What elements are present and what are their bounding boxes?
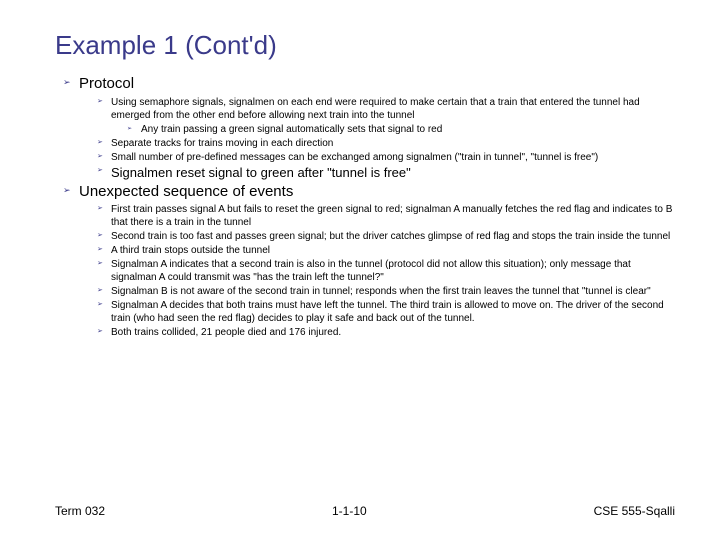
list-item-text: Small number of pre-defined messages can… [111, 151, 598, 164]
list-item-text: Signalmen reset signal to green after "t… [111, 165, 411, 182]
slide-title: Example 1 (Cont'd) [55, 30, 675, 61]
section-label: Unexpected sequence of events [79, 183, 293, 202]
bullet-icon: ➢ [97, 203, 111, 216]
list-item: ➢Signalman B is not aware of the second … [97, 285, 675, 298]
bullet-icon: ➢ [127, 123, 141, 135]
list-item-text: Both trains collided, 21 people died and… [111, 326, 341, 339]
footer-center: 1-1-10 [332, 504, 367, 518]
section-heading: ➢Protocol [63, 75, 675, 94]
footer-right: CSE 555-Sqalli [594, 504, 675, 518]
list-item-text: Signalman A indicates that a second trai… [111, 258, 675, 284]
bullet-icon: ➢ [97, 165, 111, 178]
list-item: ➢Small number of pre-defined messages ca… [97, 151, 675, 164]
bullet-icon: ➢ [97, 299, 111, 312]
list-item-text: Signalman B is not aware of the second t… [111, 285, 651, 298]
list-item: ➢Signalman A decides that both trains mu… [97, 299, 675, 325]
list-item-text: Separate tracks for trains moving in eac… [111, 137, 333, 150]
list-item-text: Second train is too fast and passes gree… [111, 230, 670, 243]
bullet-icon: ➢ [97, 151, 111, 164]
bullet-icon: ➢ [97, 230, 111, 243]
list-item: ➢Signalmen reset signal to green after "… [97, 165, 675, 182]
bullet-icon: ➢ [97, 258, 111, 271]
slide-content: ➢Protocol➢Using semaphore signals, signa… [55, 75, 675, 339]
list-item: ➢A third train stops outside the tunnel [97, 244, 675, 257]
list-item-text: First train passes signal A but fails to… [111, 203, 675, 229]
bullet-icon: ➢ [97, 96, 111, 109]
list-item: ➢Both trains collided, 21 people died an… [97, 326, 675, 339]
list-item: ➢Using semaphore signals, signalmen on e… [97, 96, 675, 122]
bullet-icon: ➢ [63, 75, 79, 89]
bullet-icon: ➢ [97, 326, 111, 339]
section-label: Protocol [79, 75, 134, 94]
sub-list-item-text: Any train passing a green signal automat… [141, 123, 442, 136]
list-item-text: Using semaphore signals, signalmen on ea… [111, 96, 675, 122]
list-item: ➢Signalman A indicates that a second tra… [97, 258, 675, 284]
footer-left: Term 032 [55, 504, 105, 518]
bullet-icon: ➢ [97, 285, 111, 298]
bullet-icon: ➢ [97, 244, 111, 257]
list-item: ➢Second train is too fast and passes gre… [97, 230, 675, 243]
list-item-text: Signalman A decides that both trains mus… [111, 299, 675, 325]
sub-list-item: ➢Any train passing a green signal automa… [127, 123, 675, 136]
bullet-icon: ➢ [63, 183, 79, 197]
list-item: ➢First train passes signal A but fails t… [97, 203, 675, 229]
list-item: ➢Separate tracks for trains moving in ea… [97, 137, 675, 150]
section-heading: ➢Unexpected sequence of events [63, 183, 675, 202]
list-item-text: A third train stops outside the tunnel [111, 244, 270, 257]
bullet-icon: ➢ [97, 137, 111, 150]
slide-footer: Term 032 1-1-10 CSE 555-Sqalli [55, 504, 675, 518]
